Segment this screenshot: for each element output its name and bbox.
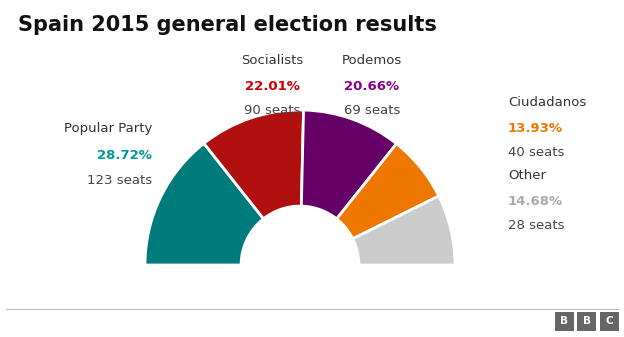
Wedge shape <box>204 110 303 219</box>
FancyBboxPatch shape <box>600 312 619 331</box>
Text: 14.68%: 14.68% <box>508 195 563 208</box>
Text: 13.93%: 13.93% <box>508 122 563 135</box>
Text: 20.66%: 20.66% <box>344 80 399 93</box>
Text: Ciudadanos: Ciudadanos <box>508 96 587 109</box>
Text: Podemos: Podemos <box>342 54 402 67</box>
Wedge shape <box>145 143 263 265</box>
Text: 28.72%: 28.72% <box>97 149 152 162</box>
Text: Socialists: Socialists <box>241 54 303 67</box>
Text: 123 seats: 123 seats <box>87 174 152 187</box>
Text: C: C <box>606 316 613 327</box>
Text: 28 seats: 28 seats <box>508 219 565 232</box>
Text: Spain 2015 general election results: Spain 2015 general election results <box>18 15 437 35</box>
Text: Popular Party: Popular Party <box>64 122 152 135</box>
Text: 22.01%: 22.01% <box>245 80 300 93</box>
FancyBboxPatch shape <box>577 312 597 331</box>
Text: B: B <box>583 316 591 327</box>
Wedge shape <box>337 144 439 239</box>
Text: 40 seats: 40 seats <box>508 146 564 159</box>
Wedge shape <box>301 110 396 219</box>
Text: 69 seats: 69 seats <box>344 104 400 117</box>
Text: B: B <box>560 316 568 327</box>
Text: 90 seats: 90 seats <box>244 104 300 117</box>
Text: Other: Other <box>508 169 546 182</box>
Wedge shape <box>353 196 455 265</box>
FancyBboxPatch shape <box>555 312 574 331</box>
